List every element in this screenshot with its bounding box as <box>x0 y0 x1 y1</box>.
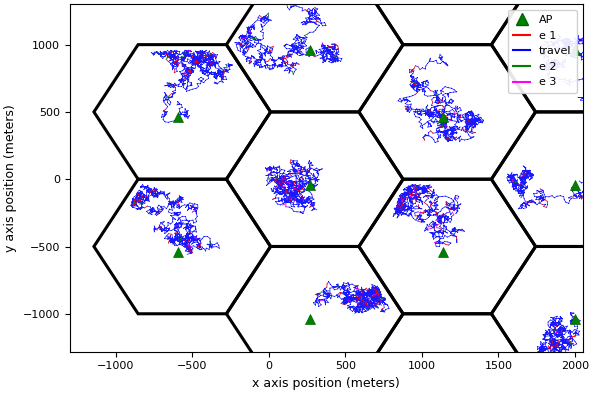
Y-axis label: y axis position (meters): y axis position (meters) <box>4 104 17 252</box>
Legend: AP, e 1, travel, e 2, e 3: AP, e 1, travel, e 2, e 3 <box>508 10 577 93</box>
X-axis label: x axis position (meters): x axis position (meters) <box>252 377 400 390</box>
